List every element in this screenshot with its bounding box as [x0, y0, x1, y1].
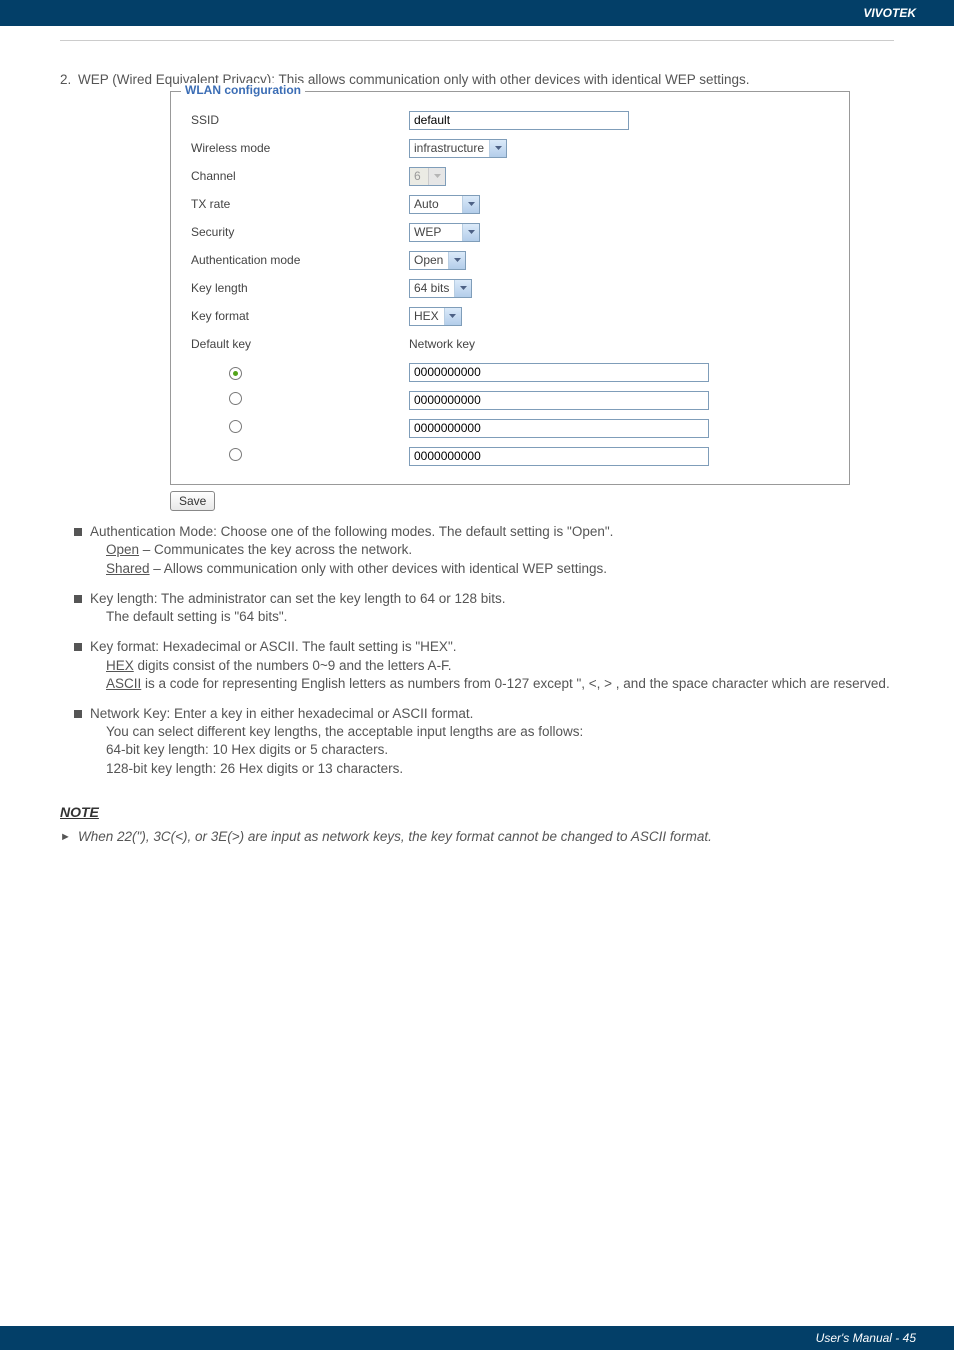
network-key-input-1[interactable] — [409, 391, 709, 410]
page-footer: User's Manual - 45 — [0, 1326, 954, 1350]
keylen-l1: Key length: The administrator can set th… — [90, 591, 506, 606]
main-content: 2.WEP (Wired Equivalent Privacy): This a… — [0, 41, 954, 846]
key-length-value: 64 bits — [410, 280, 454, 297]
auth-shared-u: Shared — [106, 561, 150, 576]
key-format-value: HEX — [410, 308, 444, 325]
wlan-configuration-box: WLAN configuration SSID Wireless mode in… — [170, 91, 850, 485]
network-key-input-0[interactable] — [409, 363, 709, 382]
channel-label: Channel — [189, 169, 409, 183]
wlan-legend: WLAN configuration — [181, 83, 305, 97]
bullet-auth: Authentication Mode: Choose one of the f… — [74, 523, 894, 578]
auth-shared-rest: – Allows communication only with other d… — [150, 561, 607, 576]
row-auth-mode: Authentication mode Open — [189, 246, 831, 274]
tx-rate-label: TX rate — [189, 197, 409, 211]
row-key-headers: Default key Network key — [189, 330, 831, 358]
default-key-radio-2[interactable] — [229, 420, 242, 433]
tx-rate-select[interactable]: Auto — [409, 195, 480, 214]
netkey-l3: 64-bit key length: 10 Hex digits or 5 ch… — [90, 742, 388, 757]
auth-mode-label: Authentication mode — [189, 253, 409, 267]
bullet-netkey: Network Key: Enter a key in either hexad… — [74, 705, 894, 778]
keyfmt-l1: Key format: Hexadecimal or ASCII. The fa… — [90, 639, 456, 654]
key-length-label: Key length — [189, 281, 409, 295]
intro-text: WEP (Wired Equivalent Privacy): This all… — [78, 72, 750, 87]
row-ssid: SSID — [189, 106, 831, 134]
note-item: When 22("), 3C(<), or 3E(>) are input as… — [60, 828, 894, 846]
row-tx-rate: TX rate Auto — [189, 190, 831, 218]
ssid-label: SSID — [189, 113, 409, 127]
row-key-1 — [189, 386, 831, 414]
chevron-down-icon — [489, 140, 506, 157]
auth-open-u: Open — [106, 542, 139, 557]
wireless-mode-value: infrastructure — [410, 140, 489, 157]
netkey-l4: 128-bit key length: 26 Hex digits or 13 … — [90, 761, 403, 776]
page-header: VIVOTEK — [0, 0, 954, 26]
security-value: WEP — [410, 224, 462, 241]
bullet-keyfmt: Key format: Hexadecimal or ASCII. The fa… — [74, 638, 894, 693]
network-key-input-2[interactable] — [409, 419, 709, 438]
bullet-list: Authentication Mode: Choose one of the f… — [60, 523, 894, 778]
chevron-down-icon — [444, 308, 461, 325]
default-key-radio-3[interactable] — [229, 448, 242, 461]
wireless-mode-select[interactable]: infrastructure — [409, 139, 507, 158]
default-key-radio-0[interactable] — [229, 367, 242, 380]
default-key-header: Default key — [189, 337, 409, 351]
keyfmt-l2-u: HEX — [106, 658, 134, 673]
auth-mode-select[interactable]: Open — [409, 251, 466, 270]
auth-open-rest: – Communicates the key across the networ… — [139, 542, 412, 557]
row-wireless-mode: Wireless mode infrastructure — [189, 134, 831, 162]
key-format-select[interactable]: HEX — [409, 307, 462, 326]
keyfmt-l3-u: ASCII — [106, 676, 141, 691]
row-key-0 — [189, 358, 831, 386]
row-channel: Channel 6 — [189, 162, 831, 190]
default-key-radio-1[interactable] — [229, 392, 242, 405]
key-format-label: Key format — [189, 309, 409, 323]
keylen-l2: The default setting is "64 bits". — [90, 609, 287, 624]
intro-number: 2. — [60, 71, 78, 89]
chevron-down-icon — [462, 224, 479, 241]
row-key-length: Key length 64 bits — [189, 274, 831, 302]
ssid-input[interactable] — [409, 111, 629, 130]
bullet-auth-main: Authentication Mode: Choose one of the f… — [90, 524, 613, 539]
network-key-header: Network key — [409, 337, 475, 351]
chevron-down-icon — [462, 196, 479, 213]
bullet-keylen: Key length: The administrator can set th… — [74, 590, 894, 626]
auth-mode-value: Open — [410, 252, 448, 269]
note-header: NOTE — [60, 804, 894, 820]
wireless-mode-label: Wireless mode — [189, 141, 409, 155]
keyfmt-l3-rest: is a code for representing English lette… — [141, 676, 889, 691]
netkey-l1: Network Key: Enter a key in either hexad… — [90, 706, 473, 721]
row-key-2 — [189, 414, 831, 442]
row-security: Security WEP — [189, 218, 831, 246]
network-key-input-3[interactable] — [409, 447, 709, 466]
security-label: Security — [189, 225, 409, 239]
chevron-down-icon — [448, 252, 465, 269]
row-key-format: Key format HEX — [189, 302, 831, 330]
keyfmt-l2-rest: digits consist of the numbers 0~9 and th… — [134, 658, 452, 673]
key-length-select[interactable]: 64 bits — [409, 279, 472, 298]
netkey-l2: You can select different key lengths, th… — [90, 724, 583, 739]
tx-rate-value: Auto — [410, 196, 462, 213]
security-select[interactable]: WEP — [409, 223, 480, 242]
chevron-down-icon — [454, 280, 471, 297]
channel-value: 6 — [410, 168, 428, 185]
row-key-3 — [189, 442, 831, 470]
channel-select: 6 — [409, 167, 446, 186]
chevron-down-icon — [428, 168, 445, 185]
save-button[interactable]: Save — [170, 491, 215, 511]
